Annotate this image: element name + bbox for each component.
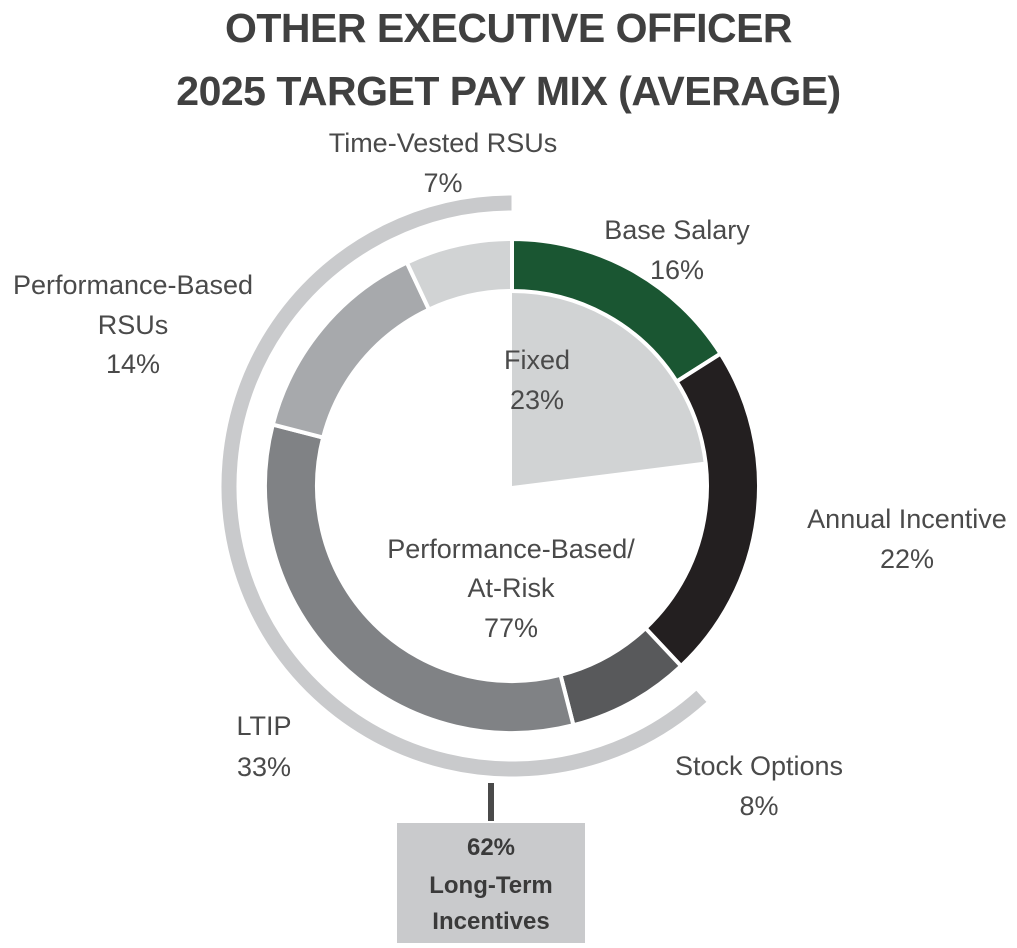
chart-title-line-1: OTHER EXECUTIVE OFFICER (224, 5, 793, 51)
label-fixed: Fixed (504, 345, 570, 375)
callout-label-line-1: Long-Term (429, 872, 553, 899)
callout-value: 62% (466, 834, 516, 861)
label-ltip: LTIP (236, 711, 291, 741)
label-stock-options: Stock Options (675, 751, 843, 781)
value-fixed: 23% (510, 385, 564, 415)
value-time-vested-rsus: 7% (423, 168, 462, 198)
label-time-vested-rsus: Time-Vested RSUs (329, 128, 558, 158)
slice-performance-based-rsus (270, 259, 432, 440)
value-base-salary: 16% (650, 255, 704, 285)
callout-label-line-2: Incentives (432, 908, 550, 935)
label-base-salary: Base Salary (604, 215, 750, 245)
callout-connector (488, 783, 494, 821)
label-performance-at-risk-line-1: Performance-Based/ (387, 534, 635, 564)
chart-title-line-2: 2025 TARGET PAY MIX (AVERAGE) (176, 68, 841, 114)
long-term-incentives-bracket (221, 195, 707, 777)
value-performance-based-rsus: 14% (106, 349, 160, 379)
value-performance-at-risk: 77% (484, 613, 538, 643)
value-stock-options: 8% (739, 791, 778, 821)
slice-ltip (263, 422, 576, 735)
label-performance-based-rsus-line-2: RSUs (98, 310, 169, 340)
label-performance-at-risk-line-2: At-Risk (468, 573, 555, 603)
label-annual-incentive: Annual Incentive (807, 504, 1007, 534)
value-ltip: 33% (237, 752, 291, 782)
value-annual-incentive: 22% (880, 544, 934, 574)
label-performance-based-rsus-line-1: Performance-Based (13, 270, 253, 300)
slice-time-vested-rsus (404, 236, 514, 313)
long-term-incentives-callout (397, 823, 585, 943)
